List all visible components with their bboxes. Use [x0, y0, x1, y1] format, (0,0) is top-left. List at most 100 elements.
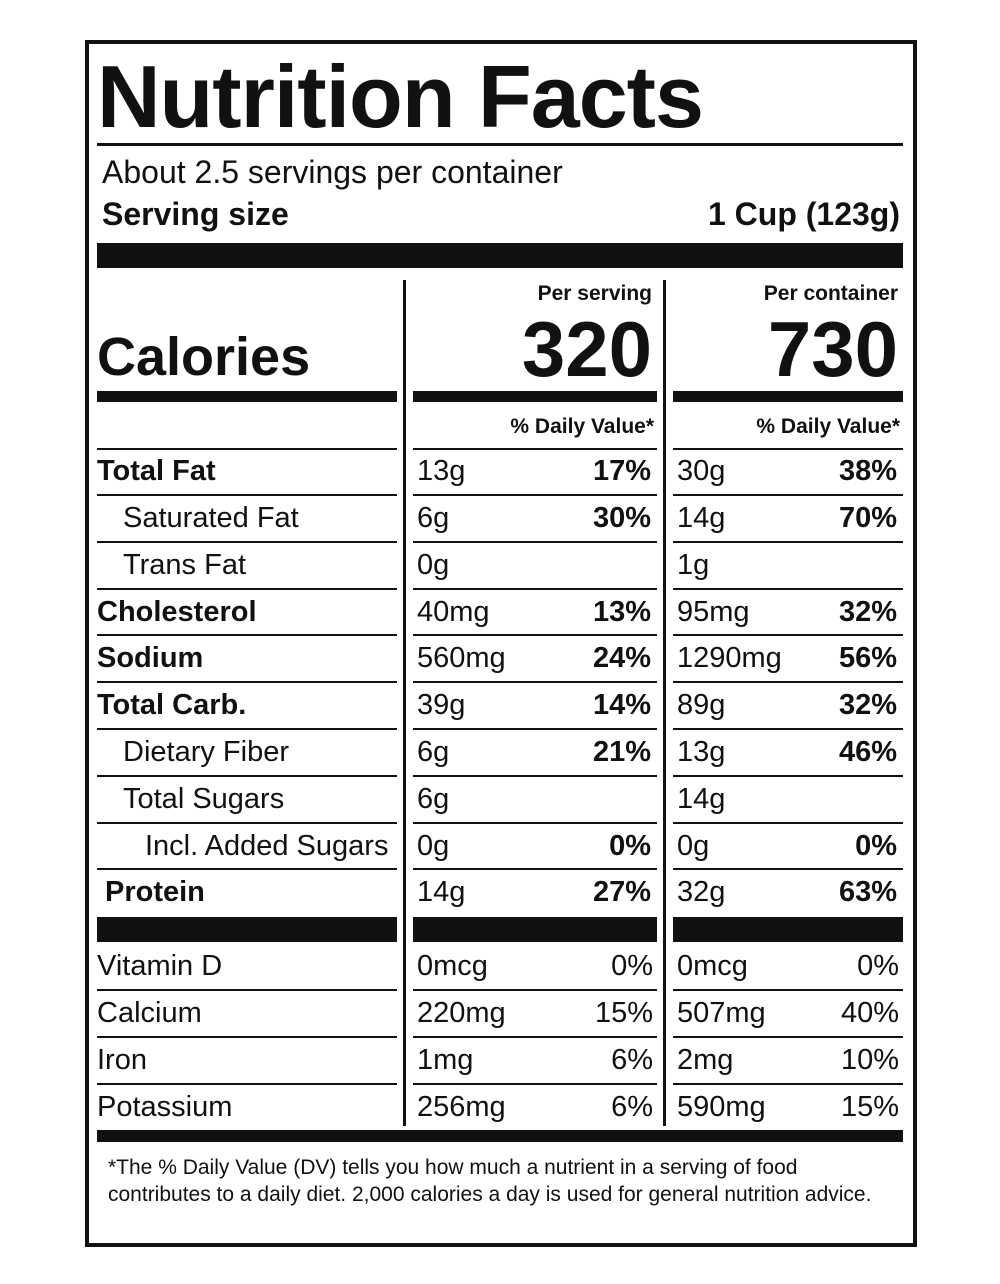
row-rule: [413, 634, 657, 637]
amount: 6g: [417, 501, 450, 534]
amount: 6g: [417, 735, 450, 768]
row-rule: [413, 774, 657, 777]
amount: 0mcg: [677, 950, 748, 983]
medium-bar: [97, 391, 397, 402]
amount: 256mg: [417, 1090, 506, 1123]
nutrient-name: Dietary Fiber: [123, 735, 289, 768]
thick-bar: [97, 1130, 903, 1142]
daily-value: 46%: [838, 735, 897, 768]
row-rule: [97, 540, 397, 543]
row-rule: [413, 494, 657, 496]
calories-value: 730: [767, 305, 898, 394]
amount: 89g: [677, 689, 726, 722]
daily-value: 30%: [592, 501, 651, 534]
daily-value: 56%: [838, 642, 897, 675]
nutrient-name: Total Carb.: [97, 689, 247, 722]
nutrient-name: Protein: [105, 876, 205, 909]
daily-value: 0%: [855, 829, 897, 862]
row-rule: [413, 989, 657, 991]
amount: 14g: [417, 876, 466, 909]
daily-value: 70%: [838, 501, 897, 534]
calories-value: 320: [521, 305, 652, 394]
row-rule: [673, 587, 903, 590]
amount: 6g: [417, 782, 450, 815]
row-rule: [413, 1082, 657, 1085]
amount: 39g: [417, 689, 466, 722]
vitamin-name: Calcium: [97, 996, 202, 1029]
nutrient-name: Incl. Added Sugars: [145, 829, 389, 862]
serving-size-value: 1 Cup (123g): [707, 196, 900, 233]
row-rule: [673, 1035, 903, 1038]
daily-value: 21%: [592, 735, 651, 768]
daily-value: 13%: [592, 595, 651, 628]
nutrient-name: Cholesterol: [97, 595, 257, 628]
amount: 2mg: [677, 1043, 734, 1076]
amount: 0mcg: [417, 950, 488, 983]
amount: 1g: [677, 548, 710, 581]
daily-value: 24%: [592, 642, 651, 675]
amount: 32g: [677, 876, 726, 909]
row-rule: [97, 774, 397, 777]
vitamin-name: Potassium: [97, 1090, 233, 1123]
servings: About 2.5 servings per container: [102, 154, 563, 191]
daily-value: 17%: [592, 455, 651, 488]
daily-value: 14%: [592, 689, 651, 722]
amount: 14g: [677, 782, 726, 815]
label-frame: [85, 40, 917, 1247]
row-rule: [97, 681, 397, 684]
row-rule: [413, 540, 657, 543]
daily-value: 6%: [611, 1043, 653, 1076]
amount: 0g: [417, 829, 450, 862]
amount: 220mg: [417, 996, 506, 1029]
nutrient-name: Trans Fat: [123, 548, 247, 581]
row-rule: [673, 774, 903, 777]
amount: 507mg: [677, 996, 766, 1029]
nutrient-name: Sodium: [97, 642, 204, 675]
row-rule: [673, 540, 903, 543]
row-rule: [413, 1035, 657, 1038]
row-rule: [673, 448, 903, 450]
thick-bar: [673, 917, 903, 942]
medium-bar: [413, 391, 657, 402]
daily-value: 15%: [840, 1090, 899, 1123]
daily-value: 32%: [838, 595, 897, 628]
footnote: *The % Daily Value (DV) tells you how mu…: [108, 1156, 872, 1206]
amount: 1290mg: [677, 642, 782, 675]
amount: 95mg: [677, 595, 750, 628]
amount: 14g: [677, 501, 726, 534]
row-rule: [673, 1082, 903, 1085]
row-rule: [413, 868, 657, 871]
thick-bar: [413, 917, 657, 942]
daily-value: 27%: [592, 876, 651, 909]
row-rule: [673, 728, 903, 730]
daily-value: 38%: [838, 455, 897, 488]
row-rule: [97, 1035, 397, 1038]
nutrient-name: Saturated Fat: [123, 501, 299, 534]
daily-value: 15%: [594, 996, 653, 1029]
daily-value: 0%: [609, 829, 651, 862]
amount: 1mg: [417, 1043, 474, 1076]
row-rule: [97, 587, 397, 590]
row-rule: [673, 681, 903, 684]
amount: 0g: [677, 829, 710, 862]
dv-header: % Daily Value*: [510, 415, 654, 439]
amount: 30g: [677, 455, 726, 488]
row-rule: [97, 494, 397, 496]
row-rule: [673, 989, 903, 991]
row-rule: [97, 448, 397, 450]
daily-value: 63%: [838, 876, 897, 909]
daily-value: 0%: [611, 950, 653, 983]
thick-bar: [97, 917, 397, 942]
dv-header: % Daily Value*: [756, 415, 900, 439]
thick-bar: [97, 243, 903, 268]
row-rule: [97, 868, 397, 871]
row-rule: [97, 634, 397, 637]
row-rule: [97, 821, 397, 824]
calories-label: Calories: [97, 326, 311, 387]
row-rule: [673, 494, 903, 496]
daily-value: 40%: [840, 996, 899, 1029]
amount: 0g: [417, 548, 450, 581]
vitamin-name: Vitamin D: [97, 950, 223, 983]
daily-value: 10%: [840, 1043, 899, 1076]
